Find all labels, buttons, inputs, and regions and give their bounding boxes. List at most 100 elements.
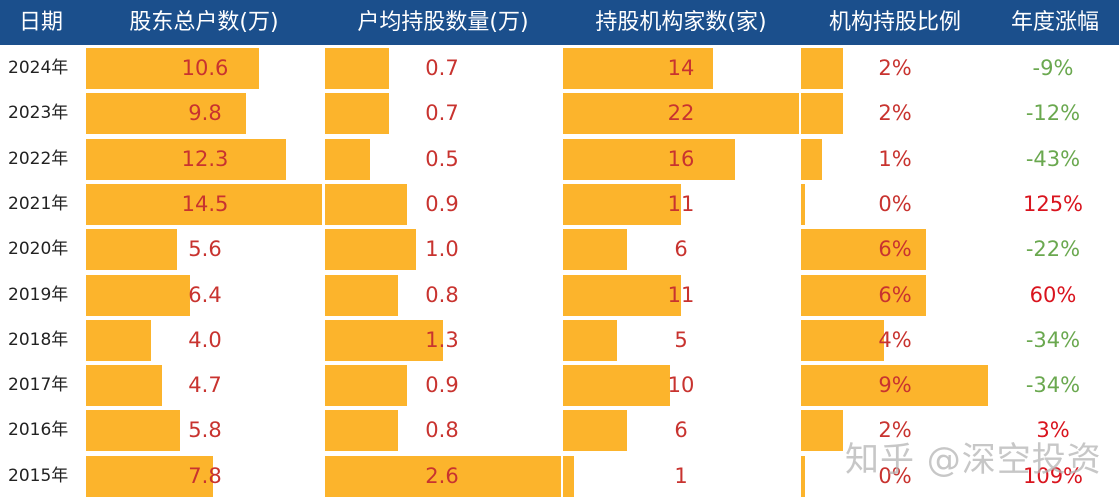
table-row: 2017年 4.7 0.9 10 9% -34%: [0, 364, 1119, 407]
holders-value: 12.3: [181, 146, 229, 171]
holders-value: 7.8: [188, 463, 222, 488]
holders-value: 4.0: [188, 327, 222, 352]
holders-value: 10.6: [181, 56, 229, 80]
ratio-bar: [801, 48, 843, 89]
annual-change-value: -34%: [1025, 327, 1081, 352]
year-label: 2021年: [8, 193, 69, 214]
inst-bar: [563, 319, 617, 361]
year-label: 2022年: [8, 148, 69, 169]
year-label: 2019年: [8, 284, 69, 305]
avg-value: 0.7: [425, 101, 459, 126]
table-row: 2016年 5.8 0.8 6 2% 3%: [0, 409, 1119, 452]
ratio-bar: [801, 455, 805, 497]
inst-value: 5: [674, 327, 688, 352]
avg-bar: [325, 183, 407, 225]
annual-change-value: 60%: [1029, 282, 1077, 307]
ratio-value: 9%: [878, 373, 912, 398]
annual-change-value: -22%: [1025, 237, 1081, 262]
inst-value: 1: [674, 463, 688, 488]
inst-bar: [563, 274, 681, 316]
inst-bar: [563, 93, 799, 135]
inst-value: 10: [667, 373, 695, 398]
watermark: 知乎 @深空投资: [845, 440, 1102, 480]
avg-value: 0.5: [425, 146, 459, 171]
table-row: 2024年 10.6 0.7 14 2% -9%: [0, 47, 1119, 90]
holders-value: 6.4: [188, 282, 222, 307]
ratio-bar: [801, 274, 926, 316]
year-label: 2024年: [8, 58, 69, 78]
inst-bar: [563, 455, 574, 497]
table-row: 2018年 4.0 1.3 5 4% -34%: [0, 319, 1119, 362]
holders-bar: [86, 93, 246, 135]
ratio-bar: [801, 93, 843, 135]
inst-value: 22: [667, 101, 695, 126]
holders-bar: [86, 455, 213, 497]
header-date: 日期: [18, 10, 63, 35]
avg-bar: [325, 93, 389, 135]
inst-bar: [563, 183, 681, 225]
year-label: 2023年: [8, 103, 69, 124]
avg-bar: [325, 455, 561, 497]
ratio-bar: [801, 229, 926, 271]
inst-value: 6: [674, 237, 688, 262]
inst-bar: [563, 138, 735, 180]
holders-value: 5.6: [188, 237, 222, 262]
year-label: 2015年: [8, 465, 69, 486]
inst-bar: [563, 410, 628, 452]
avg-value: 1.3: [425, 327, 459, 352]
inst-value: 16: [667, 146, 695, 171]
avg-value: 0.9: [425, 191, 459, 216]
ratio-bar: [801, 410, 843, 452]
ratio-value: 0%: [878, 191, 912, 216]
annual-change-value: 109%: [1022, 463, 1084, 488]
holders-value: 5.8: [188, 418, 222, 443]
annual-change-value: 3%: [1036, 418, 1070, 443]
table-row: 2019年 6.4 0.8 11 6% 60%: [0, 274, 1119, 317]
table-row: 2015年 7.8 2.6 1 0% 109%: [0, 455, 1119, 498]
avg-value: 2.6: [425, 463, 459, 488]
ratio-value: 2%: [878, 418, 912, 443]
avg-value: 0.9: [425, 373, 459, 398]
ratio-value: 2%: [878, 56, 912, 80]
header-avg-holding: 户均持股数量(万): [357, 10, 529, 35]
holders-bar: [86, 319, 152, 361]
holders-bar: [86, 229, 178, 271]
avg-bar: [325, 138, 371, 180]
year-label: 2020年: [8, 239, 69, 260]
inst-bar: [563, 229, 628, 271]
header-holders: 股东总户数(万): [129, 10, 279, 35]
ratio-value: 6%: [878, 282, 912, 307]
avg-bar: [325, 48, 389, 89]
avg-value: 1.0: [425, 237, 459, 262]
table-header: 日期 股东总户数(万) 户均持股数量(万) 持股机构家数(家) 机构持股比例 年…: [0, 0, 1119, 45]
annual-change-value: -12%: [1025, 101, 1081, 126]
ratio-value: 6%: [878, 237, 912, 262]
ratio-value: 4%: [878, 327, 912, 352]
holders-value: 14.5: [181, 191, 229, 216]
table-row: 2022年 12.3 0.5 16 1% -43%: [0, 138, 1119, 181]
holders-bar: [86, 274, 191, 316]
ratio-bar: [801, 183, 805, 225]
annual-change-value: -43%: [1025, 146, 1081, 171]
avg-bar: [325, 229, 416, 271]
annual-change-value: -34%: [1025, 373, 1081, 398]
holders-bar: [86, 410, 181, 452]
header-inst-ratio: 机构持股比例: [828, 10, 961, 35]
ratio-bar: [801, 138, 822, 180]
avg-bar: [325, 365, 407, 407]
holders-value: 9.8: [188, 101, 222, 126]
holders-bar: [86, 183, 322, 225]
annual-change-value: -9%: [1032, 56, 1074, 80]
table-row: 2023年 9.8 0.7 22 2% -12%: [0, 92, 1119, 135]
ratio-value: 1%: [878, 146, 912, 171]
ratio-value: 0%: [878, 463, 912, 488]
avg-bar: [325, 410, 398, 452]
avg-bar: [325, 274, 398, 316]
inst-value: 6: [674, 418, 688, 443]
ratio-bar: [801, 365, 988, 407]
year-label: 2016年: [8, 420, 69, 441]
table-row: 2021年 14.5 0.9 11 0% 125%: [0, 183, 1119, 226]
header-annual-change: 年度涨幅: [1010, 10, 1099, 35]
year-label: 2018年: [8, 329, 69, 350]
header-institutions: 持股机构家数(家): [595, 10, 767, 35]
